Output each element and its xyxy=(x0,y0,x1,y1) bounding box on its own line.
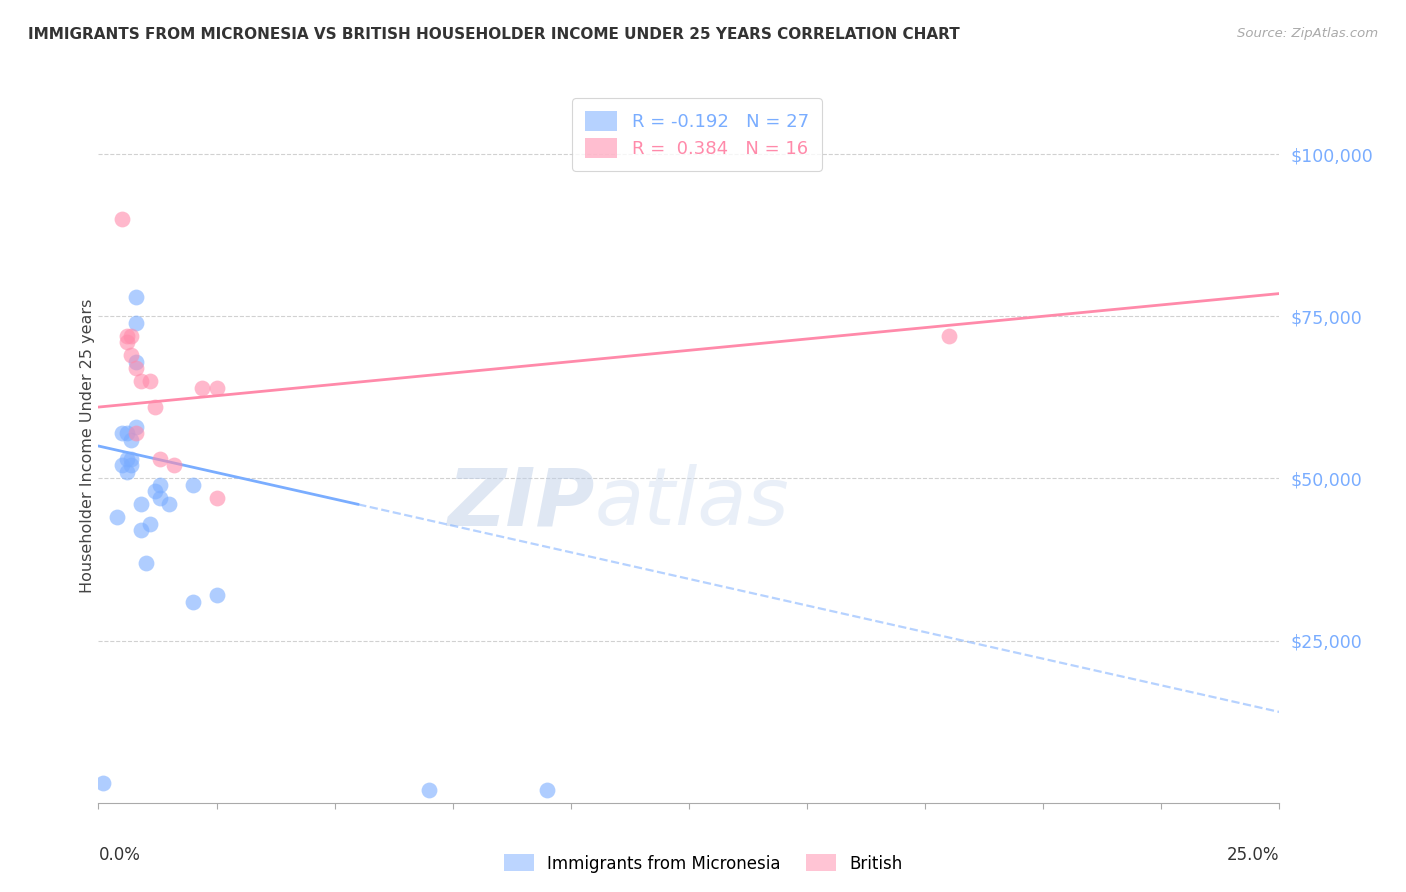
Point xyxy=(105,510,128,524)
Point xyxy=(191,381,214,395)
Point xyxy=(91,776,114,790)
Point xyxy=(143,400,166,414)
Point xyxy=(111,425,134,440)
Point xyxy=(181,478,204,492)
Text: atlas: atlas xyxy=(595,464,789,542)
Y-axis label: Householder Income Under 25 years: Householder Income Under 25 years xyxy=(80,299,94,593)
Point xyxy=(115,425,138,440)
Point xyxy=(125,316,148,330)
Point xyxy=(125,419,148,434)
Point xyxy=(205,588,228,602)
Point xyxy=(121,458,143,473)
Legend: Immigrants from Micronesia, British: Immigrants from Micronesia, British xyxy=(498,847,908,880)
Point xyxy=(139,516,162,531)
Point xyxy=(157,497,180,511)
Text: 25.0%: 25.0% xyxy=(1227,846,1279,863)
Point xyxy=(129,524,152,538)
Point xyxy=(111,458,134,473)
Point xyxy=(536,782,558,797)
Point xyxy=(121,328,143,343)
Point xyxy=(115,328,138,343)
Point xyxy=(205,381,228,395)
Text: 0.0%: 0.0% xyxy=(98,846,141,863)
Point xyxy=(125,354,148,368)
Point xyxy=(418,782,440,797)
Point xyxy=(125,361,148,376)
Point xyxy=(149,491,172,505)
Point xyxy=(111,211,134,226)
Point xyxy=(115,452,138,467)
Point xyxy=(143,484,166,499)
Point xyxy=(121,433,143,447)
Point xyxy=(135,556,157,570)
Point xyxy=(149,452,172,467)
Point xyxy=(115,465,138,479)
Point xyxy=(181,595,204,609)
Point xyxy=(125,290,148,304)
Point xyxy=(129,374,152,388)
Point xyxy=(139,374,162,388)
Point xyxy=(149,478,172,492)
Point xyxy=(163,458,186,473)
Point xyxy=(115,335,138,350)
Point xyxy=(129,497,152,511)
Point xyxy=(938,328,960,343)
Legend: R = -0.192   N = 27, R =  0.384   N = 16: R = -0.192 N = 27, R = 0.384 N = 16 xyxy=(572,98,821,170)
Text: Source: ZipAtlas.com: Source: ZipAtlas.com xyxy=(1237,27,1378,40)
Point xyxy=(121,452,143,467)
Text: IMMIGRANTS FROM MICRONESIA VS BRITISH HOUSEHOLDER INCOME UNDER 25 YEARS CORRELAT: IMMIGRANTS FROM MICRONESIA VS BRITISH HO… xyxy=(28,27,960,42)
Point xyxy=(125,425,148,440)
Point xyxy=(121,348,143,362)
Text: ZIP: ZIP xyxy=(447,464,595,542)
Point xyxy=(205,491,228,505)
